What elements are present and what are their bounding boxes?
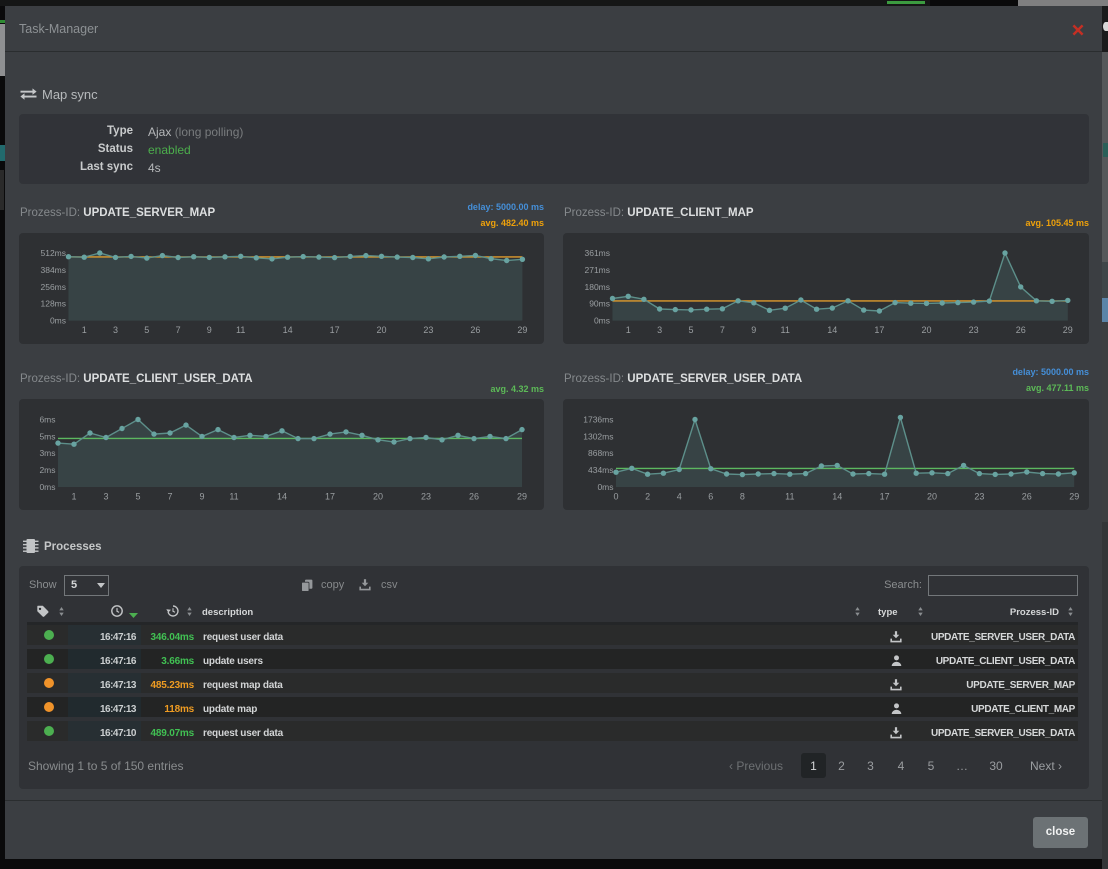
svg-text:5ms: 5ms [39, 431, 55, 441]
svg-text:512ms: 512ms [40, 248, 66, 258]
svg-text:11: 11 [781, 325, 790, 335]
svg-text:6: 6 [708, 492, 713, 502]
svg-text:9: 9 [751, 325, 756, 335]
svg-text:20: 20 [373, 492, 383, 502]
svg-text:3: 3 [103, 492, 108, 502]
svg-text:5: 5 [144, 325, 149, 335]
svg-text:2: 2 [645, 492, 650, 502]
svg-text:11: 11 [785, 492, 794, 502]
svg-text:0ms: 0ms [597, 482, 613, 492]
svg-text:5: 5 [688, 325, 693, 335]
svg-text:26: 26 [469, 492, 479, 502]
svg-text:0ms: 0ms [594, 316, 610, 326]
svg-text:6ms: 6ms [39, 415, 55, 425]
svg-text:29: 29 [517, 325, 527, 335]
svg-text:9: 9 [207, 325, 212, 335]
svg-text:8: 8 [740, 492, 745, 502]
svg-text:23: 23 [969, 325, 979, 335]
svg-text:256ms: 256ms [40, 282, 66, 292]
svg-text:20: 20 [927, 492, 937, 502]
svg-text:128ms: 128ms [40, 299, 66, 309]
svg-text:1: 1 [626, 325, 631, 335]
svg-text:3ms: 3ms [39, 448, 55, 458]
svg-text:29: 29 [1063, 325, 1073, 335]
svg-text:1: 1 [71, 492, 76, 502]
svg-text:271ms: 271ms [584, 265, 610, 275]
svg-text:1: 1 [82, 325, 87, 335]
svg-text:361ms: 361ms [584, 248, 610, 258]
svg-text:90ms: 90ms [589, 299, 610, 309]
svg-text:17: 17 [874, 325, 884, 335]
svg-text:0: 0 [613, 492, 618, 502]
svg-text:3: 3 [113, 325, 118, 335]
svg-text:17: 17 [330, 325, 340, 335]
svg-text:434ms: 434ms [588, 465, 614, 475]
svg-text:7: 7 [176, 325, 181, 335]
svg-text:14: 14 [283, 325, 293, 335]
svg-text:26: 26 [1016, 325, 1026, 335]
svg-text:29: 29 [517, 492, 527, 502]
svg-text:0ms: 0ms [39, 482, 55, 492]
svg-text:868ms: 868ms [588, 448, 614, 458]
svg-text:29: 29 [1069, 492, 1079, 502]
svg-text:20: 20 [376, 325, 386, 335]
svg-text:7: 7 [720, 325, 725, 335]
svg-text:3: 3 [657, 325, 662, 335]
svg-text:26: 26 [470, 325, 480, 335]
svg-text:4: 4 [677, 492, 682, 502]
svg-text:7: 7 [167, 492, 172, 502]
svg-text:1736ms: 1736ms [583, 415, 613, 425]
svg-text:2ms: 2ms [39, 465, 55, 475]
svg-text:9: 9 [199, 492, 204, 502]
svg-text:17: 17 [325, 492, 335, 502]
svg-text:384ms: 384ms [40, 265, 66, 275]
svg-text:11: 11 [236, 325, 245, 335]
svg-text:20: 20 [921, 325, 931, 335]
svg-text:11: 11 [229, 492, 238, 502]
svg-text:23: 23 [421, 492, 431, 502]
svg-text:23: 23 [974, 492, 984, 502]
svg-text:1302ms: 1302ms [583, 431, 613, 441]
svg-text:5: 5 [135, 492, 140, 502]
svg-text:14: 14 [827, 325, 837, 335]
svg-text:17: 17 [880, 492, 890, 502]
svg-text:26: 26 [1022, 492, 1032, 502]
svg-text:14: 14 [277, 492, 287, 502]
svg-text:14: 14 [832, 492, 842, 502]
svg-text:23: 23 [423, 325, 433, 335]
svg-text:0ms: 0ms [50, 316, 66, 326]
svg-text:180ms: 180ms [584, 282, 610, 292]
